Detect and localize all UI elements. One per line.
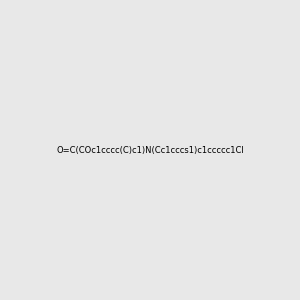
- Text: O=C(COc1cccc(C)c1)N(Cc1cccs1)c1ccccc1Cl: O=C(COc1cccc(C)c1)N(Cc1cccs1)c1ccccc1Cl: [56, 146, 244, 154]
